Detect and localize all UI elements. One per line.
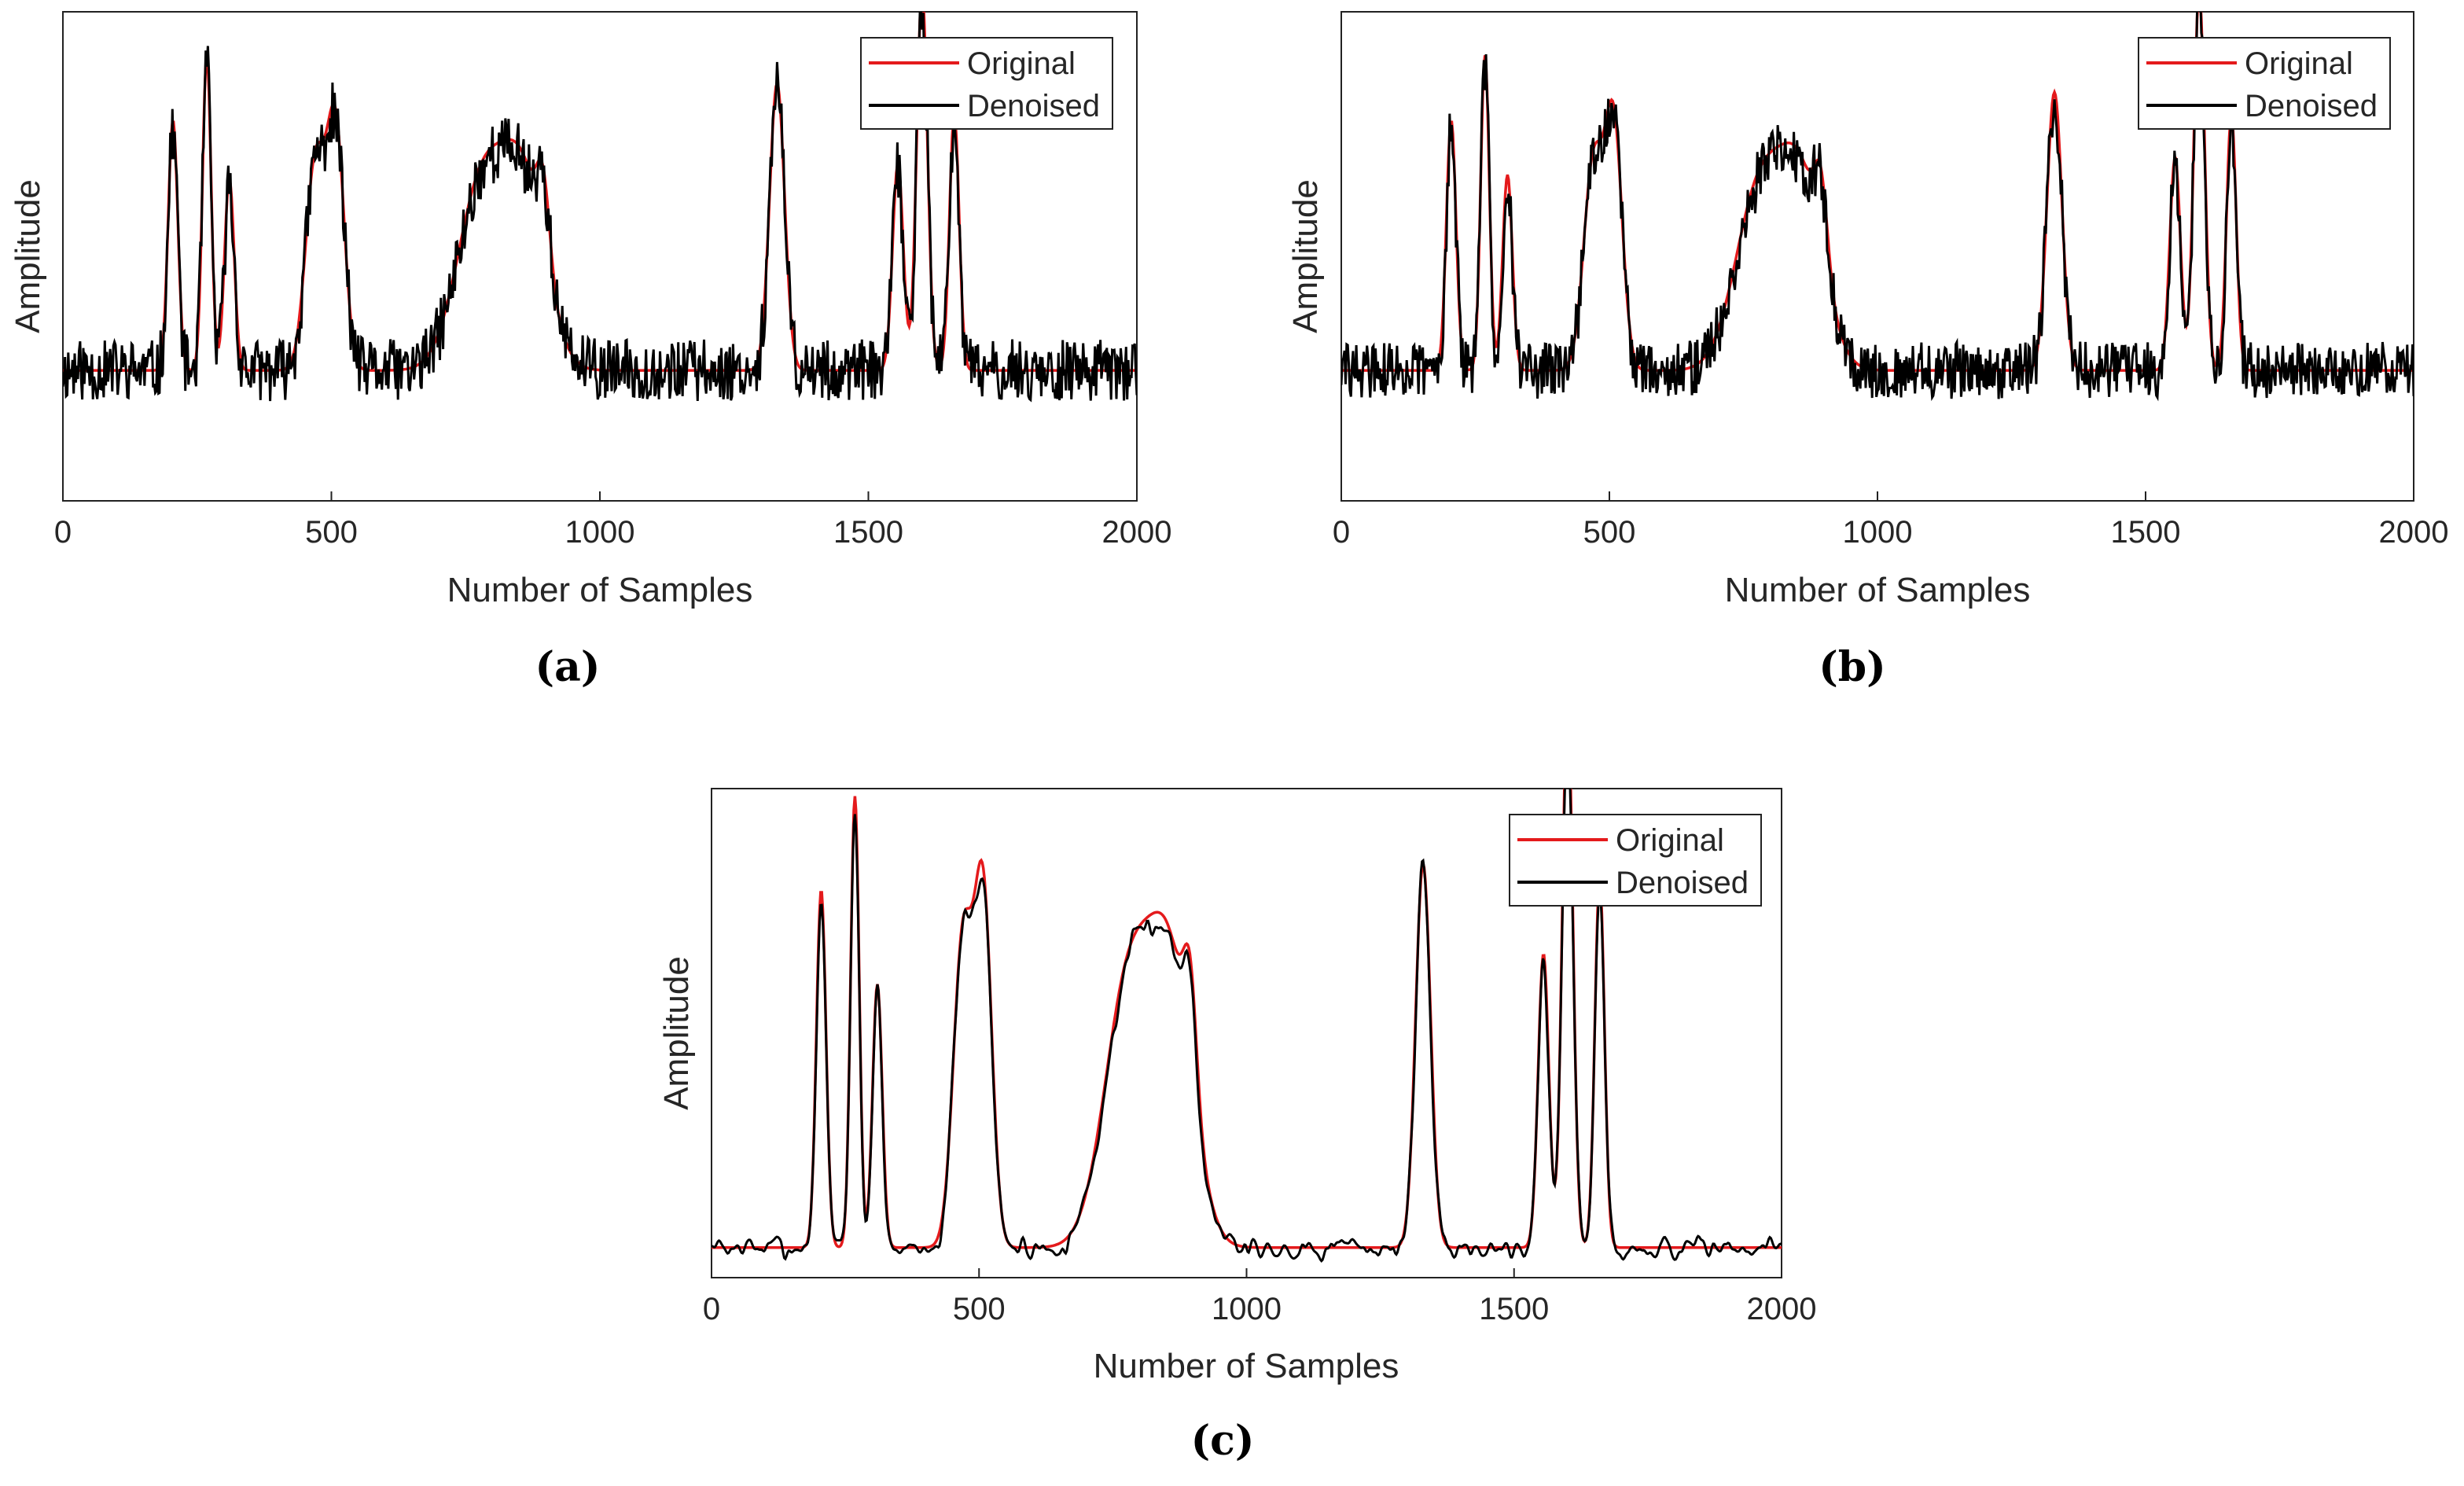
panel-c: 0 500 1000 1500 2000 Number of Samples Ampli… [657, 788, 1817, 1465]
panel-c-xlabel: Number of Samples [1094, 1347, 1399, 1385]
panel-a-legend-denoised-label: Denoised [967, 89, 1100, 123]
panel-b-x-tick-labels: 0 500 1000 1500 2000 [1333, 515, 2449, 550]
panel-a-caption: (a) [535, 643, 601, 691]
panel-a-x-tick-label: 1000 [565, 515, 635, 550]
panel-b-legend-original-label: Original [2245, 46, 2353, 81]
panel-c-x-ticks [711, 1268, 1782, 1278]
panel-c-ylabel: Amplitude [657, 956, 696, 1110]
panel-a: 0 500 1000 1500 2000 Number of Samples Ampli… [9, 11, 1172, 691]
panel-c-x-tick-labels: 0 500 1000 1500 2000 [703, 1292, 1817, 1326]
panel-b-x-tick-label: 500 [1583, 515, 1636, 550]
panel-b-xlabel: Number of Samples [1725, 571, 2031, 609]
panel-b-x-tick-label: 1000 [1843, 515, 1913, 550]
panel-c-legend: Original Denoised [1509, 814, 1762, 907]
panel-a-denoised-line [63, 12, 1137, 403]
panel-a-legend-box [860, 37, 1113, 130]
panel-a-x-ticks [62, 491, 1138, 501]
panel-a-legend-original-label: Original [967, 46, 1076, 81]
panel-a-x-tick-labels: 0 500 1000 1500 2000 [54, 515, 1172, 550]
panel-b-x-tick-label: 1500 [2111, 515, 2181, 550]
panel-c-x-tick-label: 2000 [1747, 1292, 1817, 1326]
panel-b-x-tick-label: 2000 [2379, 515, 2449, 550]
panel-a-x-tick-label: 0 [54, 515, 72, 550]
panel-b-legend-box [2138, 37, 2391, 130]
panel-b-legend: Original Denoised [2138, 37, 2391, 130]
panel-a-xlabel: Number of Samples [447, 571, 753, 609]
panel-a-x-tick-label: 500 [305, 515, 358, 550]
panel-b-ylabel: Amplitude [1286, 179, 1325, 333]
panel-c-legend-original-label: Original [1616, 823, 1724, 858]
panel-c-legend-box [1509, 814, 1762, 907]
panel-c-x-tick-label: 500 [953, 1292, 1006, 1326]
panel-c-x-tick-label: 1000 [1212, 1292, 1282, 1326]
panel-b: 0 500 1000 1500 2000 Number of Samples Ampli… [1286, 11, 2449, 691]
panel-a-ylabel: Amplitude [9, 179, 47, 333]
panel-c-x-tick-label: 0 [703, 1292, 720, 1326]
panel-c-denoised-line [712, 789, 1782, 1263]
panel-b-denoised-line [1341, 12, 2414, 402]
panel-b-legend-denoised-label: Denoised [2245, 89, 2378, 123]
panel-b-caption: (b) [1819, 643, 1886, 691]
panel-b-x-tick-label: 0 [1333, 515, 1350, 550]
panel-a-legend: Original Denoised [860, 37, 1113, 130]
panel-c-legend-denoised-label: Denoised [1616, 866, 1749, 900]
panel-c-caption: (c) [1191, 1417, 1255, 1465]
panel-c-x-tick-label: 1500 [1479, 1292, 1549, 1326]
panel-a-x-tick-label: 1500 [833, 515, 903, 550]
panel-b-x-ticks [1340, 491, 2414, 501]
panel-a-x-tick-label: 2000 [1102, 515, 1172, 550]
